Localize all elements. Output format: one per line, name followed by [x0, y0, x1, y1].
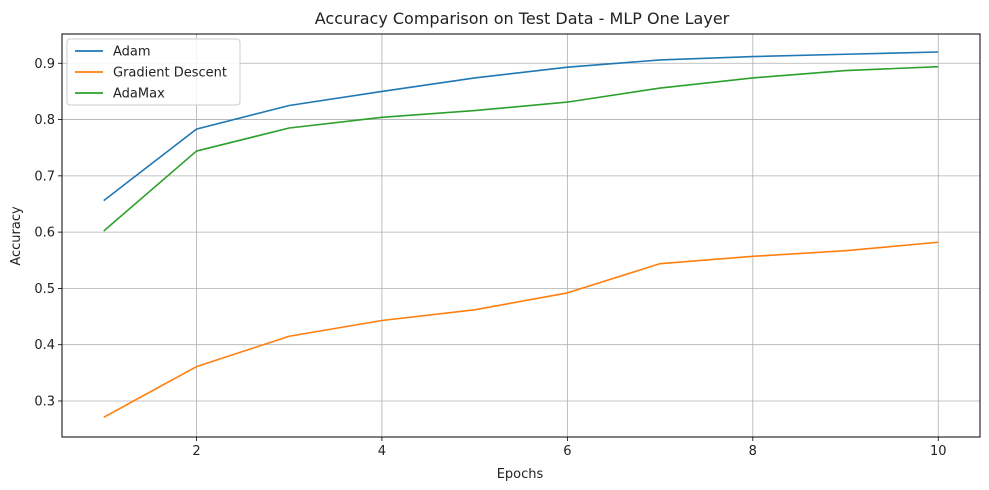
x-tick-label: 2	[192, 444, 200, 459]
x-tick-label: 10	[930, 444, 947, 459]
legend-label: Adam	[113, 45, 151, 60]
y-tick-label: 0.4	[34, 338, 55, 353]
x-tick-label: 4	[378, 444, 386, 459]
y-tick-label: 0.5	[34, 282, 55, 297]
chart-title: Accuracy Comparison on Test Data - MLP O…	[315, 9, 730, 28]
plot-area	[61, 33, 981, 438]
series-line-adamax	[103, 65, 939, 232]
y-tick-label: 0.6	[34, 226, 55, 241]
y-axis: 0.3 0.4 0.5 0.6 0.7 0.8 0.9	[34, 57, 62, 409]
legend: Adam Gradient Descent AdaMax	[66, 38, 241, 106]
x-tick-label: 6	[563, 444, 571, 459]
x-axis-label: Epochs	[497, 467, 544, 482]
y-tick-label: 0.3	[34, 394, 55, 409]
legend-label: AdaMax	[113, 87, 165, 102]
y-axis-label: Accuracy	[9, 206, 24, 266]
legend-box	[66, 38, 241, 106]
y-tick-label: 0.9	[34, 57, 55, 72]
series-lines	[103, 51, 939, 419]
y-tick-label: 0.8	[34, 113, 55, 128]
series-line-gradient-descent	[103, 241, 939, 419]
series-line-adam	[103, 51, 939, 202]
y-tick-label: 0.7	[34, 169, 55, 184]
legend-label: Gradient Descent	[113, 66, 227, 81]
x-axis: 2 4 6 8 10	[192, 437, 947, 459]
x-tick-label: 8	[749, 444, 757, 459]
